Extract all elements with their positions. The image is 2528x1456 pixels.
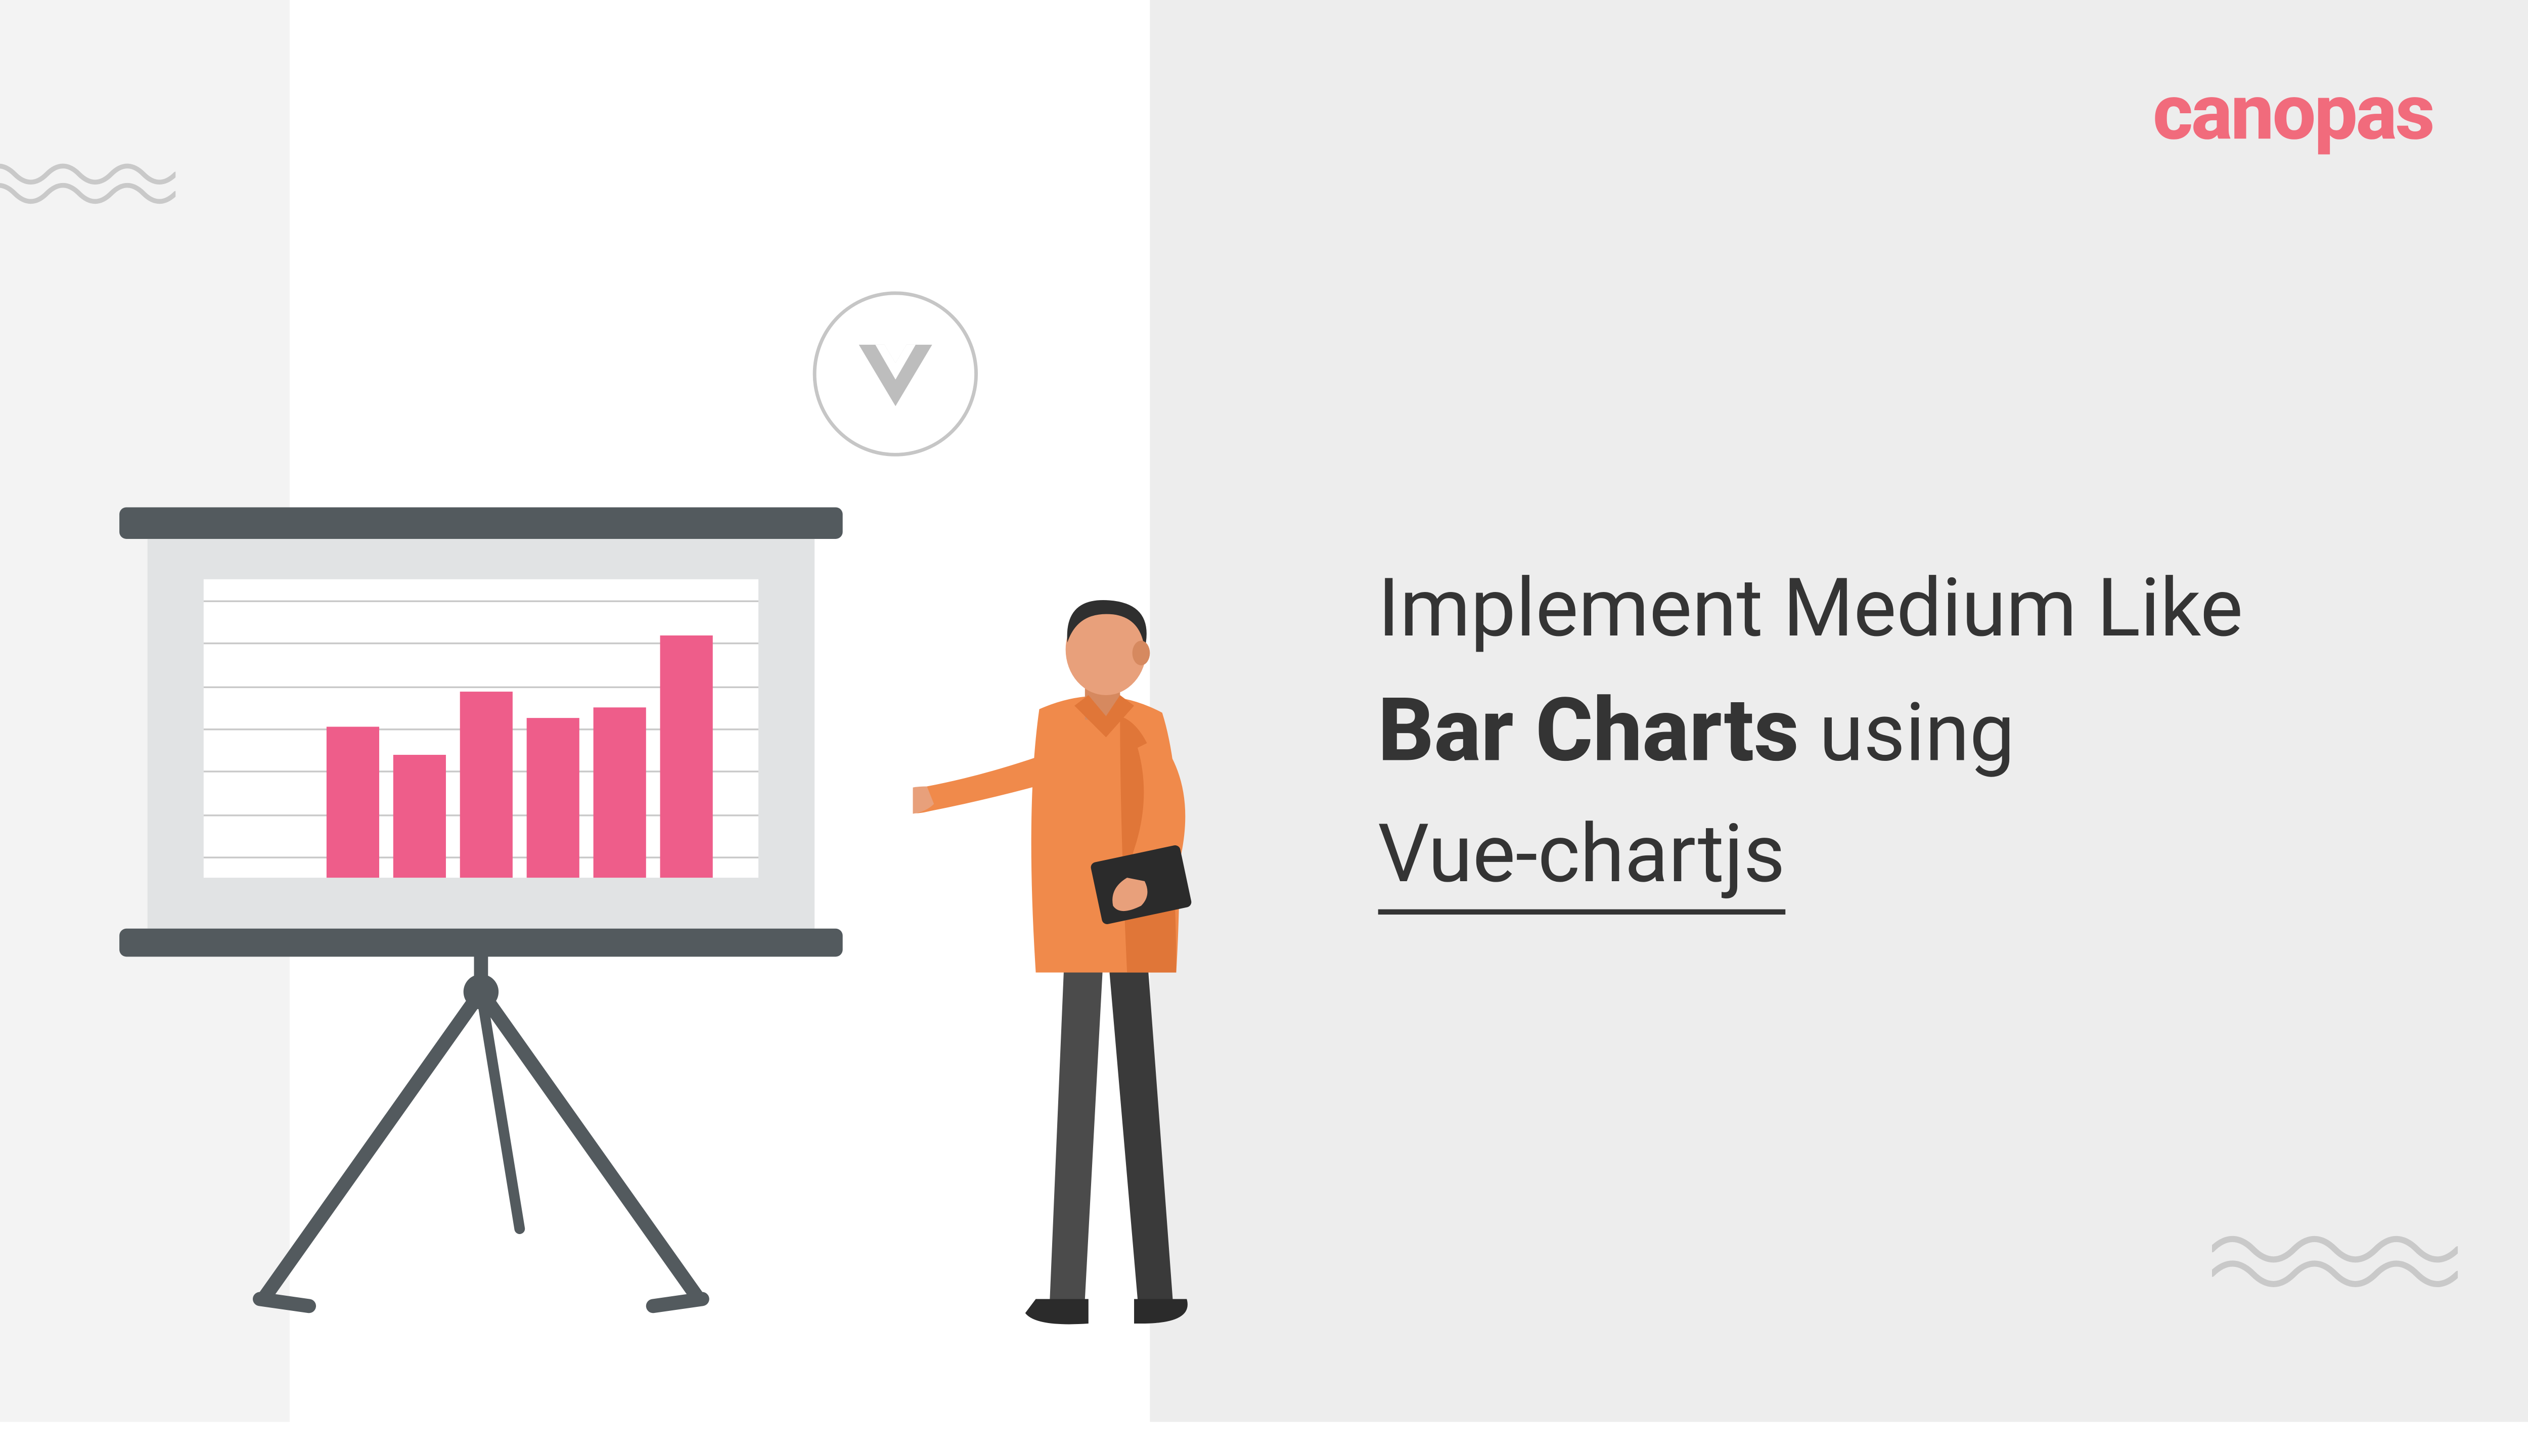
headline-after-bold: using [1819,687,2015,782]
chart-bar [594,707,646,878]
brand-logo-text: canopas [2153,67,2433,158]
brand-logo: canopas [2153,67,2433,158]
easel-top-bar [119,507,843,539]
chart-bar [527,718,579,878]
vue-icon [849,328,941,420]
bar-chart [204,579,758,878]
chart-bar [393,754,446,878]
chart-bar [327,726,379,878]
chart-bar [660,636,713,878]
chart-bar [460,691,513,878]
presenter-illustration [913,579,1299,1352]
headline-bold: Bar Charts [1378,681,1799,783]
headline-line2: Bar Charts using [1378,681,2440,783]
headline-line3: Vue-chartjs [1378,807,1785,915]
wave-decoration-top-left [0,158,175,206]
wave-decoration-bottom-right [2212,1229,2458,1291]
chart-gridline [204,601,758,602]
vue-logo-badge [813,291,978,456]
headline: Implement Medium Like Bar Charts using V… [1378,562,2440,915]
easel-tripod [228,939,734,1334]
headline-line1: Implement Medium Like [1378,562,2440,657]
